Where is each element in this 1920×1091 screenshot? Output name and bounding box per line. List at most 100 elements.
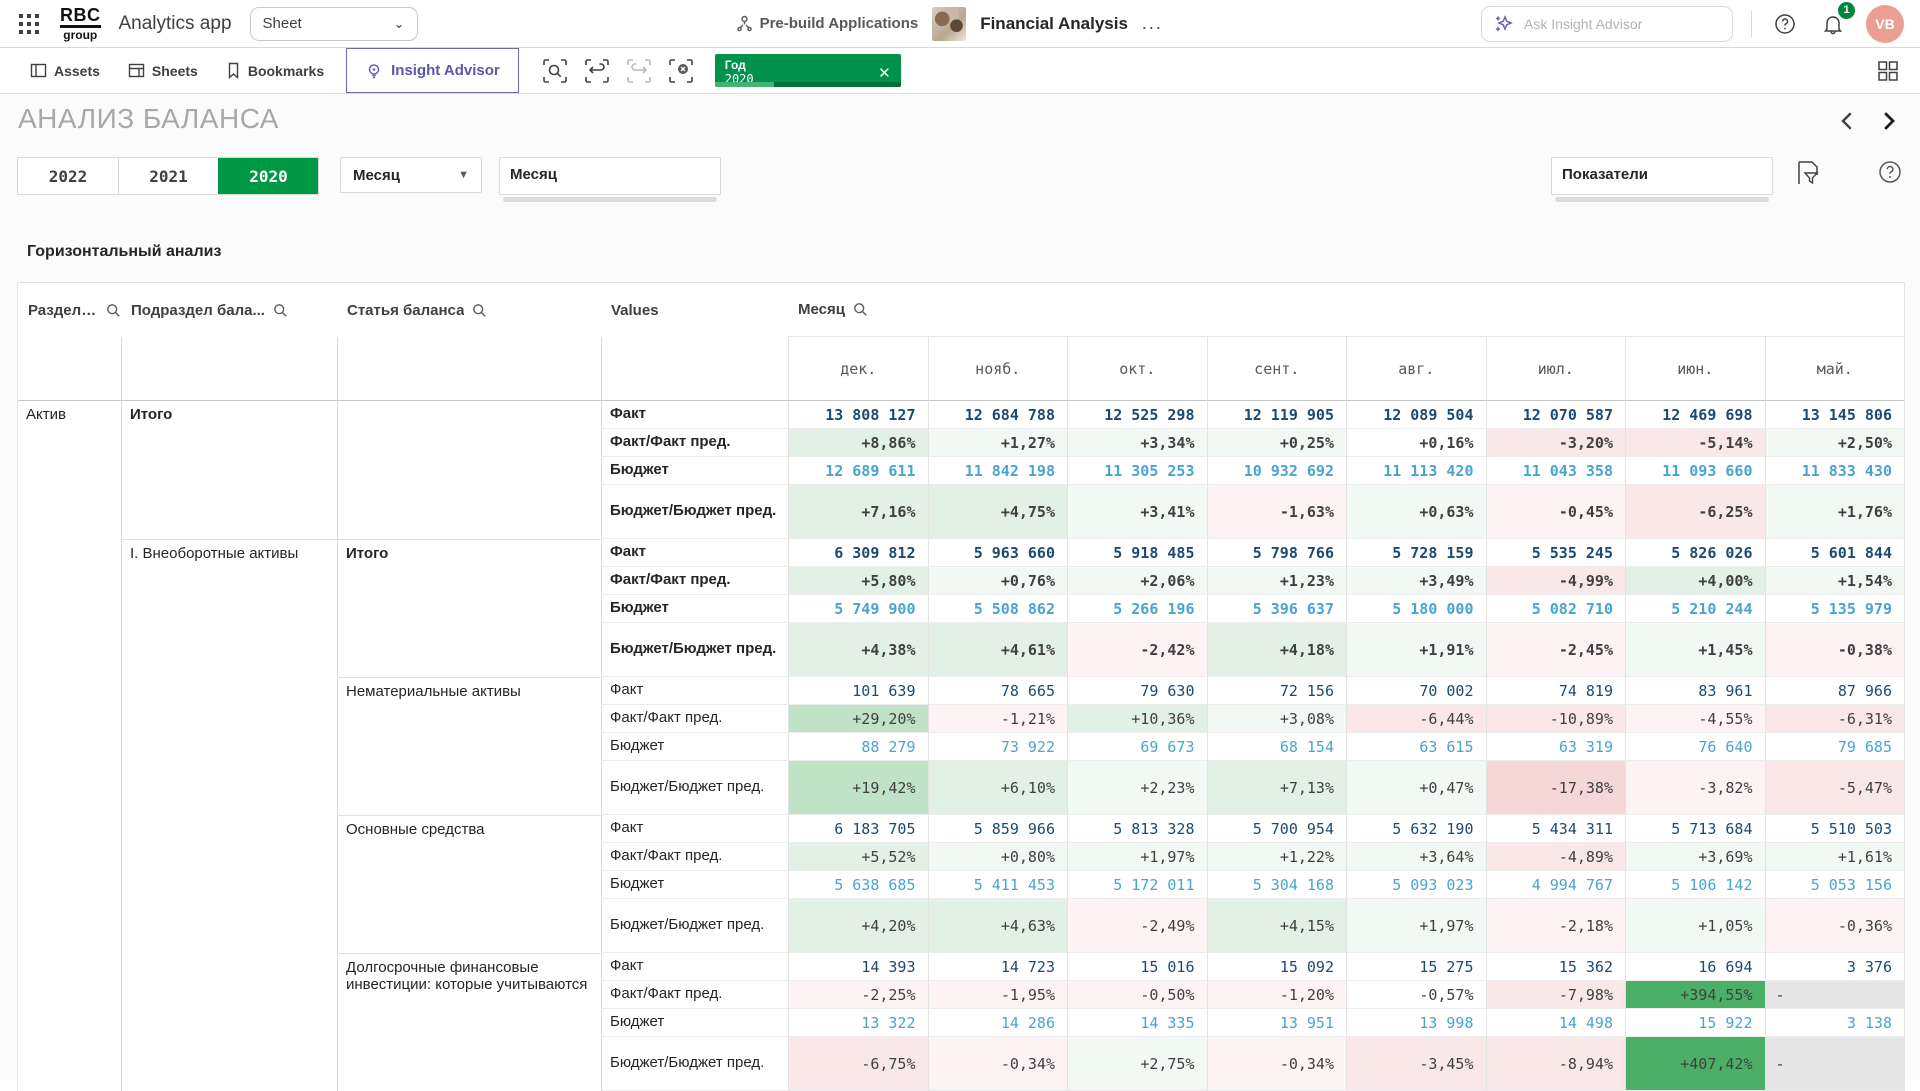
- listbox-scrollbar[interactable]: [503, 197, 717, 202]
- value-type-label[interactable]: Факт/Факт пред.: [601, 429, 788, 457]
- subsection-label[interactable]: Итого: [121, 401, 337, 539]
- value-type-label[interactable]: Факт: [601, 401, 788, 429]
- value-type-label[interactable]: Бюджет: [601, 733, 788, 761]
- value-type-label[interactable]: Факт/Факт пред.: [601, 705, 788, 733]
- month-dropdown[interactable]: Месяц ▼: [340, 157, 482, 193]
- value-type-label[interactable]: Бюджет/Бюджет пред.: [601, 761, 788, 815]
- insight-advisor-icon: [365, 62, 383, 80]
- value-type-label[interactable]: Бюджет: [601, 871, 788, 899]
- close-icon[interactable]: ✕: [878, 64, 891, 82]
- budget-cell: 79 685: [1765, 733, 1905, 761]
- value-type-label[interactable]: Бюджет/Бюджет пред.: [601, 485, 788, 539]
- search-icon[interactable]: [853, 302, 868, 317]
- selection-field: Год: [725, 58, 754, 72]
- column-header-3[interactable]: Статья баланса: [337, 283, 601, 337]
- pct-cell: -6,44%: [1346, 705, 1486, 733]
- avatar[interactable]: VB: [1866, 5, 1904, 43]
- search-icon[interactable]: [472, 303, 487, 318]
- column-header-4[interactable]: Values: [601, 283, 788, 337]
- budget-cell: 14 498: [1486, 1009, 1626, 1037]
- month-header-авг[interactable]: авг.: [1346, 337, 1486, 401]
- column-header-month[interactable]: Месяц: [788, 283, 1904, 337]
- month-header-сент[interactable]: сент.: [1207, 337, 1347, 401]
- nav-next-icon[interactable]: [1880, 111, 1898, 131]
- article-label[interactable]: Долгосрочные финансовые инвестиции: кото…: [337, 953, 601, 1091]
- insight-advisor-button[interactable]: Insight Advisor: [346, 48, 519, 93]
- article-label[interactable]: Итого: [337, 539, 601, 677]
- tab-bookmarks[interactable]: Bookmarks: [212, 48, 338, 93]
- fact-cell: 5 434 311: [1486, 815, 1626, 843]
- search-selections-icon[interactable]: [541, 57, 569, 85]
- tab-assets[interactable]: Assets: [16, 48, 114, 93]
- budget-cell: 10 932 692: [1207, 457, 1347, 485]
- sheet-selector-dropdown[interactable]: Sheet ⌄: [250, 7, 418, 41]
- month-header-май[interactable]: май.: [1765, 337, 1905, 401]
- pct-cell: -: [1765, 981, 1905, 1009]
- clear-selections-icon[interactable]: [667, 57, 695, 85]
- pct-cell: +1,97%: [1067, 843, 1207, 871]
- year-button-2021[interactable]: 2021: [118, 158, 218, 194]
- value-type-label[interactable]: Бюджет/Бюджет пред.: [601, 623, 788, 677]
- budget-cell: 5 135 979: [1765, 595, 1905, 623]
- sheet-grid-icon[interactable]: [1874, 57, 1902, 85]
- article-label[interactable]: [337, 401, 601, 539]
- nav-prev-icon[interactable]: [1838, 111, 1856, 131]
- value-type-label[interactable]: Бюджет: [601, 595, 788, 623]
- undo-selection-icon[interactable]: [583, 57, 611, 85]
- pct-cell: +7,13%: [1207, 761, 1347, 815]
- pct-cell: +0,16%: [1346, 429, 1486, 457]
- budget-cell: 76 640: [1625, 733, 1765, 761]
- article-label[interactable]: Основные средства: [337, 815, 601, 953]
- value-type-label[interactable]: Факт: [601, 677, 788, 705]
- indicators-listbox[interactable]: Показатели: [1551, 157, 1773, 195]
- search-icon[interactable]: [273, 303, 288, 318]
- insight-advisor-search[interactable]: [1481, 6, 1733, 42]
- subsection-label[interactable]: I. Внеоборотные активы: [121, 539, 337, 1091]
- value-type-label[interactable]: Бюджет/Бюджет пред.: [601, 899, 788, 953]
- value-type-label[interactable]: Бюджет/Бюджет пред.: [601, 1037, 788, 1091]
- budget-cell: 5 082 710: [1486, 595, 1626, 623]
- month-header-дек[interactable]: дек.: [788, 337, 928, 401]
- fact-cell: 12 070 587: [1486, 401, 1626, 429]
- app-grid-menu-icon[interactable]: [16, 11, 42, 37]
- more-options-icon[interactable]: ...: [1142, 13, 1163, 34]
- notifications-bell-icon[interactable]: 1: [1818, 9, 1848, 39]
- month-header-окт[interactable]: окт.: [1067, 337, 1207, 401]
- value-type-label[interactable]: Факт: [601, 815, 788, 843]
- pct-cell: +0,25%: [1207, 429, 1347, 457]
- search-icon[interactable]: [106, 303, 121, 318]
- column-header-1[interactable]: Раздел баланса: [18, 283, 121, 337]
- selection-chip-year[interactable]: Год 2020 ✕: [715, 54, 901, 87]
- column-header-2[interactable]: Подраздел бала...: [121, 283, 337, 337]
- listbox-scrollbar[interactable]: [1555, 197, 1769, 202]
- pct-cell: +4,75%: [928, 485, 1068, 539]
- prebuild-applications-link[interactable]: Pre-build Applications: [736, 15, 919, 32]
- search-input[interactable]: [1524, 16, 1720, 32]
- value-type-label[interactable]: Факт: [601, 539, 788, 567]
- export-filter-icon[interactable]: [1795, 159, 1821, 187]
- fact-cell: 15 016: [1067, 953, 1207, 981]
- month-header-июн[interactable]: июн.: [1625, 337, 1765, 401]
- year-button-2022[interactable]: 2022: [18, 158, 118, 194]
- value-type-label[interactable]: Бюджет: [601, 457, 788, 485]
- help-circle-icon[interactable]: [1877, 159, 1903, 187]
- month-header-июл[interactable]: июл.: [1486, 337, 1626, 401]
- value-type-label[interactable]: Факт: [601, 953, 788, 981]
- pct-cell: +4,20%: [788, 899, 928, 953]
- budget-cell: 5 508 862: [928, 595, 1068, 623]
- section-label[interactable]: Актив: [18, 401, 121, 1091]
- month-listbox[interactable]: Месяц: [499, 157, 721, 195]
- value-type-label[interactable]: Факт/Факт пред.: [601, 567, 788, 595]
- tab-sheets[interactable]: Sheets: [114, 48, 212, 93]
- pct-cell: -0,34%: [928, 1037, 1068, 1091]
- pct-cell: -3,20%: [1486, 429, 1626, 457]
- value-type-label[interactable]: Бюджет: [601, 1009, 788, 1037]
- pct-cell: -1,21%: [928, 705, 1068, 733]
- budget-cell: 5 180 000: [1346, 595, 1486, 623]
- month-header-нояб[interactable]: нояб.: [928, 337, 1068, 401]
- article-label[interactable]: Нематериальные активы: [337, 677, 601, 815]
- year-button-2020[interactable]: 2020: [218, 158, 318, 194]
- help-icon[interactable]: [1770, 9, 1800, 39]
- value-type-label[interactable]: Факт/Факт пред.: [601, 981, 788, 1009]
- value-type-label[interactable]: Факт/Факт пред.: [601, 843, 788, 871]
